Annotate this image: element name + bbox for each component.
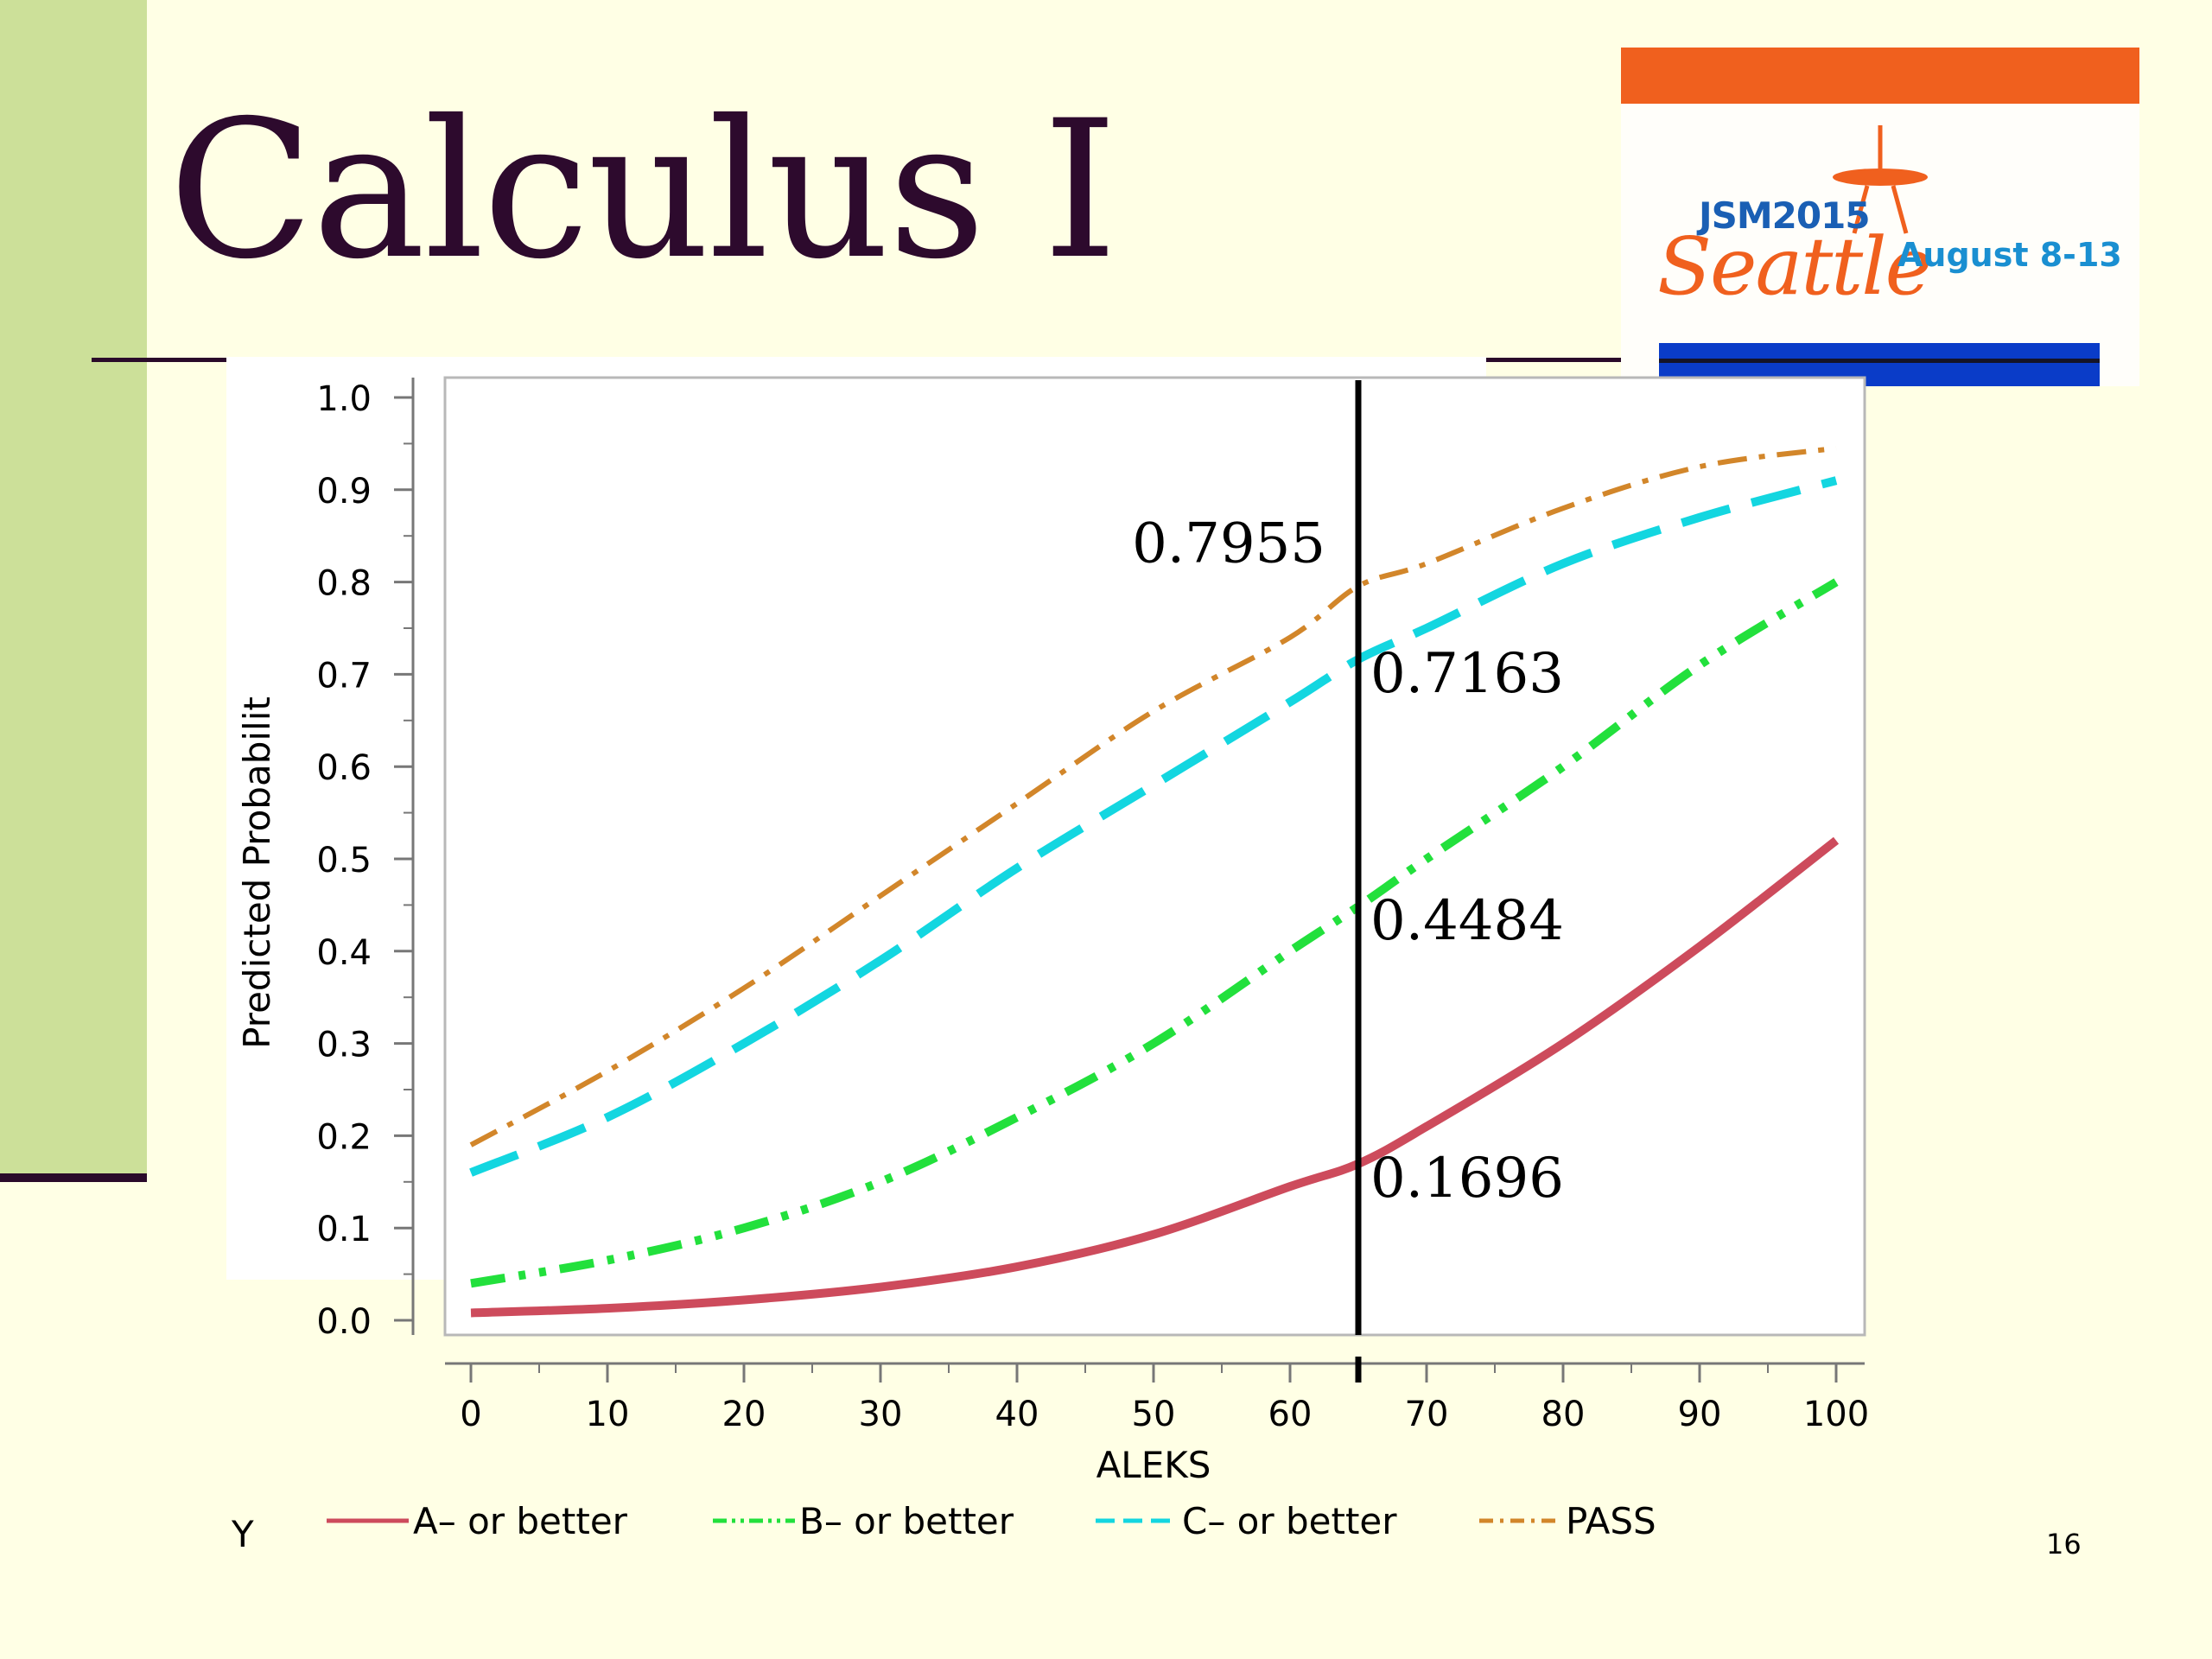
slide-title: Calculus I — [168, 79, 1118, 301]
x-axis: 0 10 20 30 40 50 60 70 80 90 100 — [445, 1357, 1869, 1434]
conference-logo: JSM2015 Seattle August 8-13 — [1621, 48, 2139, 386]
slide-accent-rule — [0, 1173, 147, 1182]
y-tick-label: 0.1 — [316, 1210, 372, 1249]
x-tick-label: 30 — [859, 1395, 903, 1434]
x-tick-label: 20 — [722, 1395, 766, 1434]
series-line-2 — [469, 476, 1838, 1177]
annotation-label: 0.7955 — [1132, 512, 1325, 575]
y-tick-label: 0.6 — [316, 748, 372, 788]
y-tick-label: 0.5 — [316, 841, 372, 880]
x-tick-label: 40 — [995, 1395, 1039, 1434]
legend-label: B– or better — [799, 1500, 1014, 1542]
title-rule-right — [1483, 358, 1647, 362]
logo-event-name: JSM2015 — [1699, 194, 1871, 237]
x-tick-label: 50 — [1132, 1395, 1176, 1434]
x-tick-label: 80 — [1541, 1395, 1586, 1434]
logo-bottom-rule — [1659, 359, 2100, 363]
x-tick-label: 70 — [1405, 1395, 1449, 1434]
annotation-layer: 0.7955 0.7163 0.4484 0.1696 — [1132, 512, 1564, 1210]
y-tick-label: 0.3 — [316, 1026, 372, 1065]
y-axis: 0.0 0.1 0.2 0.3 0.4 0.5 0.6 0.7 0.8 0.9 1.0 — [316, 378, 415, 1342]
legend: Y A– or better B– or better C– or better PA… — [231, 1500, 1656, 1555]
y-axis-label: Predicted Probabilit — [236, 696, 278, 1049]
x-axis-label: ALEKS — [1096, 1444, 1211, 1486]
x-tick-label: 10 — [586, 1395, 630, 1434]
y-tick-label: 0.2 — [316, 1117, 372, 1157]
legend-label: PASS — [1566, 1500, 1656, 1542]
legend-title: Y — [231, 1513, 254, 1555]
y-tick-label: 0.7 — [316, 656, 372, 696]
x-tick-label: 60 — [1268, 1395, 1313, 1434]
legend-label: C– or better — [1182, 1500, 1397, 1542]
x-tick-label: 90 — [1678, 1395, 1722, 1434]
series-line-3 — [469, 445, 1837, 1147]
logo-top-bar — [1621, 48, 2139, 104]
title-rule-left — [92, 358, 230, 362]
logo-city-name: Seattle — [1657, 220, 1932, 313]
series-layer — [469, 445, 1840, 1318]
x-tick-label: 100 — [1803, 1395, 1869, 1434]
legend-label: A– or better — [413, 1500, 628, 1542]
y-tick-label: 0.0 — [316, 1302, 372, 1342]
y-tick-label: 0.4 — [316, 933, 372, 973]
slide-accent-band — [0, 0, 147, 1175]
annotation-label: 0.7163 — [1370, 642, 1564, 706]
series-line-0 — [470, 836, 1840, 1318]
y-tick-label: 0.8 — [316, 564, 372, 604]
space-needle-icon — [1833, 125, 1928, 234]
series-line-1 — [470, 578, 1839, 1288]
y-tick-label: 0.9 — [316, 472, 372, 512]
x-tick-label: 0 — [460, 1395, 481, 1434]
slide-number: 16 — [2046, 1528, 2082, 1560]
logo-dates: August 8-13 — [1897, 236, 2122, 274]
y-tick-label: 1.0 — [316, 379, 372, 419]
annotation-label: 0.4484 — [1370, 889, 1564, 953]
annotation-label: 0.1696 — [1370, 1147, 1564, 1211]
